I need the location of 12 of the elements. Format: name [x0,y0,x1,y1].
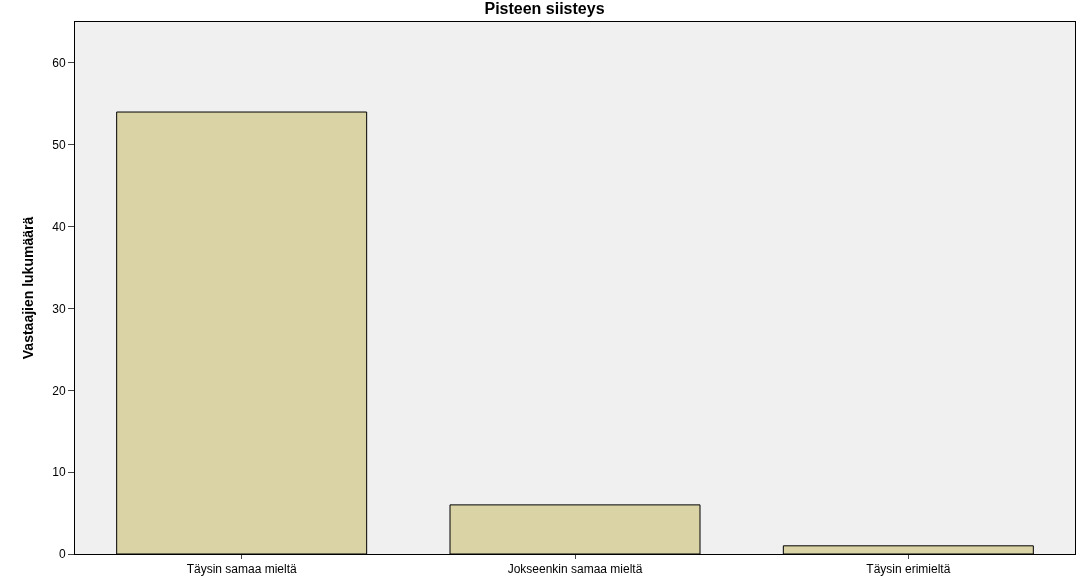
y-axis-title: Vastaajien lukumäärä [19,216,36,360]
y-tick-label: 0 [58,547,66,562]
chart-title: Pisteen siisteys [484,0,605,18]
x-tick-label: Täysin erimieltä [866,562,951,577]
y-tick-label: 50 [52,137,66,152]
y-tick-label: 20 [52,383,66,398]
x-tick-label: Täysin samaa mieltä [186,562,298,577]
y-tick-label: 60 [52,56,66,71]
x-tick-label: Jokseenkin samaa mieltä [507,562,643,577]
y-tick-label: 30 [52,301,66,316]
y-tick-label: 40 [52,219,66,234]
y-tick-label: 10 [52,465,66,480]
